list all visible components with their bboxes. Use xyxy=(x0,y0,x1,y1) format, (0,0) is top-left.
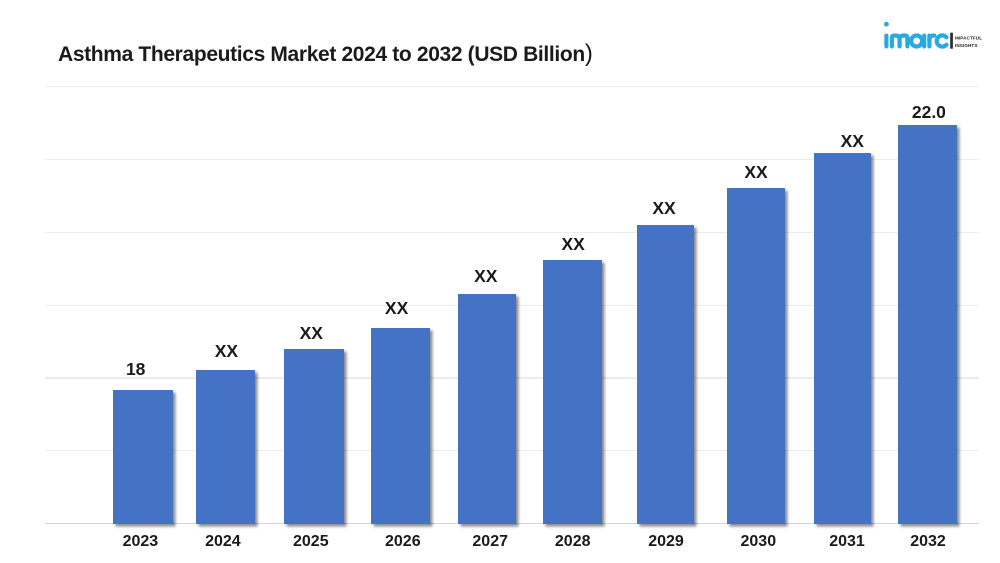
svg-text:INSIGHTS: INSIGHTS xyxy=(955,43,978,48)
svg-text:IMPACTFUL: IMPACTFUL xyxy=(955,36,982,41)
